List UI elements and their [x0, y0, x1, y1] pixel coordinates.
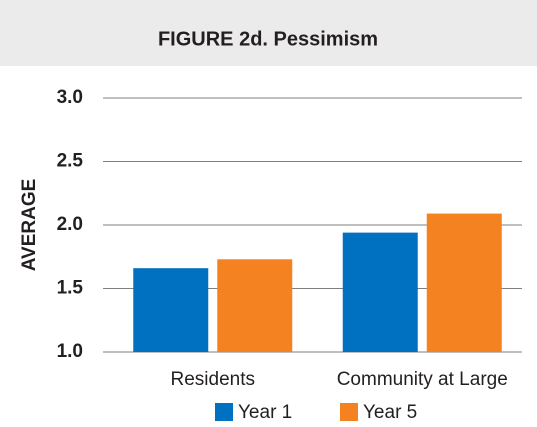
bar [426, 213, 502, 352]
bar [342, 232, 418, 352]
y-tick-label: 1.5 [57, 278, 84, 299]
title-banner [0, 0, 537, 66]
x-tick-label: Residents [171, 369, 256, 390]
y-axis-label: AVERAGE [19, 179, 40, 272]
legend-swatch [340, 403, 358, 421]
x-tick-label: Community at Large [337, 369, 508, 390]
legend-label: Year 1 [238, 402, 292, 423]
y-tick-label: 1.0 [57, 341, 83, 362]
bar [133, 268, 209, 352]
y-tick-label: 2.5 [57, 151, 84, 172]
y-tick-label: 2.0 [57, 214, 83, 235]
chart-title: FIGURE 2d. Pessimism [158, 28, 378, 50]
bar [217, 259, 293, 352]
legend-swatch [215, 403, 233, 421]
legend-label: Year 5 [363, 402, 417, 423]
y-tick-label: 3.0 [57, 87, 83, 108]
